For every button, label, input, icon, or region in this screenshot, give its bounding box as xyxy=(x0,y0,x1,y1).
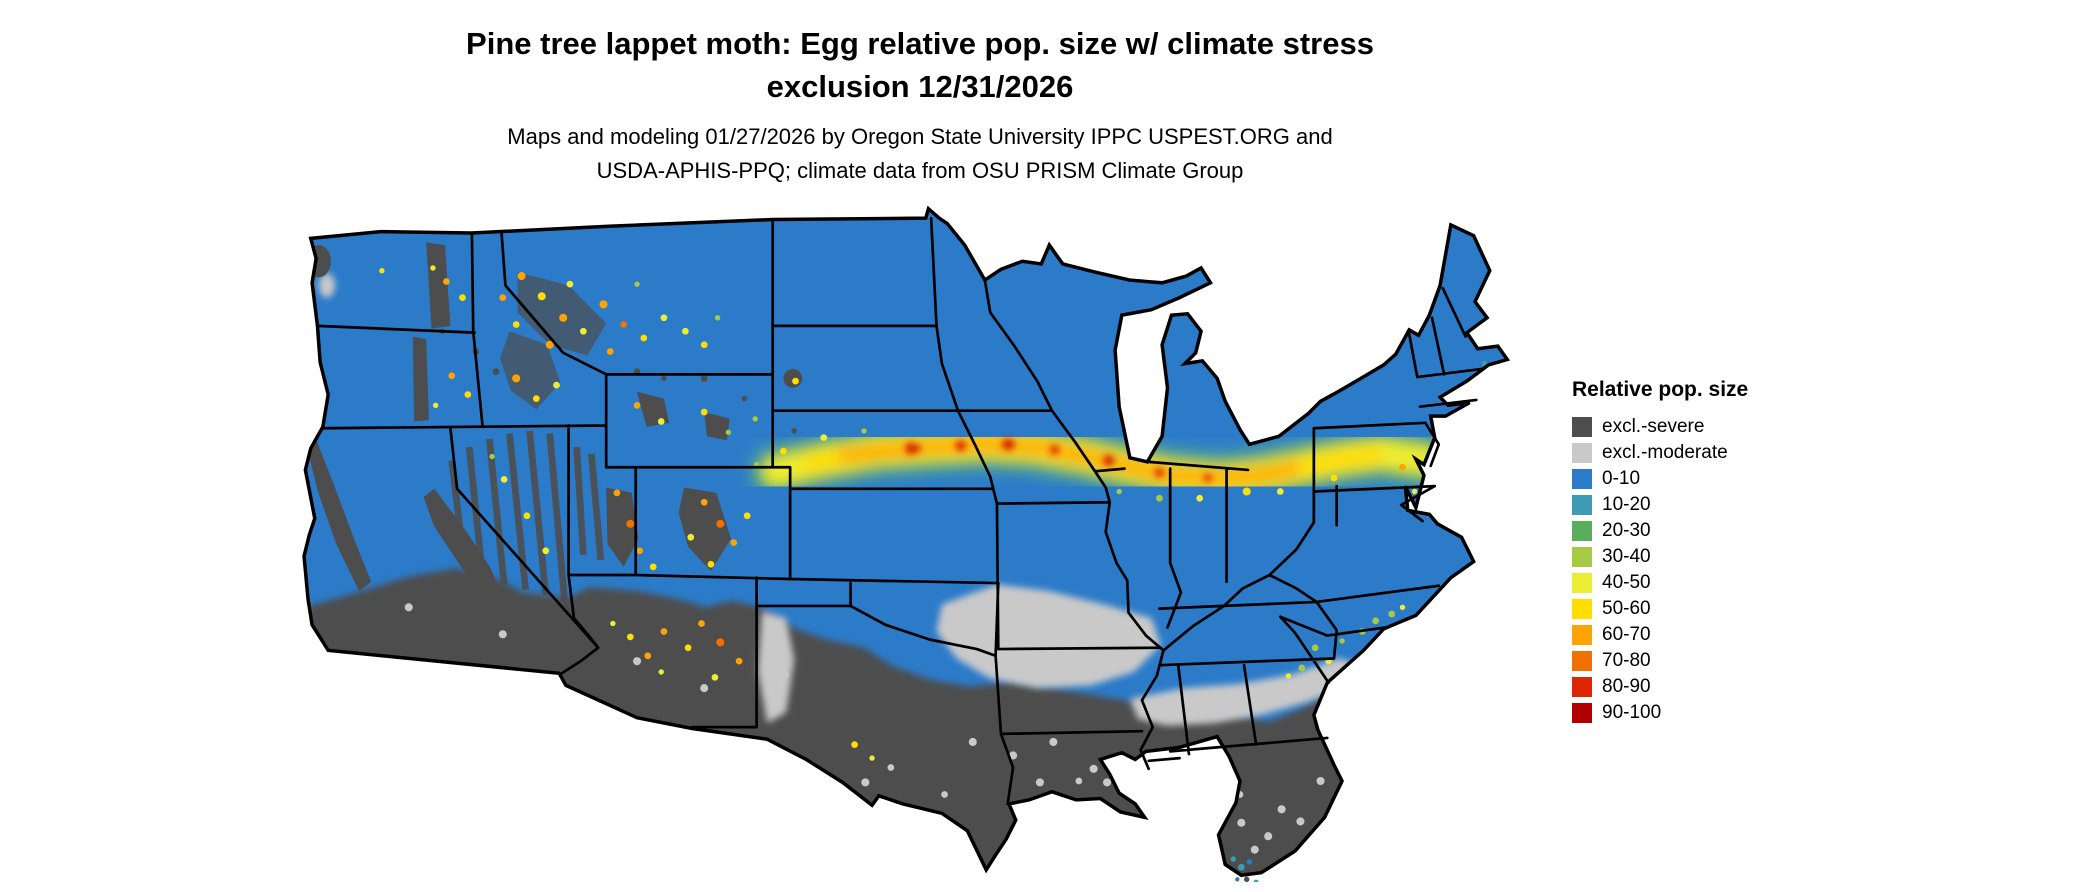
high-population-band-cores xyxy=(904,438,1212,483)
moderate-exclusion-regions xyxy=(318,273,1361,726)
legend-swatch xyxy=(1572,703,1592,723)
map-subtitle-line1: Maps and modeling 01/27/2026 by Oregon S… xyxy=(507,124,1333,149)
legend-item: 30-40 xyxy=(1572,544,1812,570)
legend: Relative pop. size excl.-severe excl.-mo… xyxy=(1572,378,1812,726)
state-boundaries xyxy=(316,216,1484,806)
legend-item: 80-90 xyxy=(1572,674,1812,700)
florida-keys xyxy=(1235,876,1259,882)
map-subtitle: Maps and modeling 01/27/2026 by Oregon S… xyxy=(120,120,1720,188)
map-title-line1: Pine tree lappet moth: Egg relative pop.… xyxy=(466,26,1374,61)
legend-item-label: 90-100 xyxy=(1602,702,1662,723)
legend-item: 50-60 xyxy=(1572,596,1812,622)
legend-item-label: 10-20 xyxy=(1602,494,1651,515)
legend-swatch xyxy=(1572,625,1592,645)
legend-item-label: 40-50 xyxy=(1602,572,1651,593)
high-population-band xyxy=(741,409,1461,515)
legend-swatch xyxy=(1572,651,1592,671)
legend-item: 0-10 xyxy=(1572,466,1812,492)
legend-items: excl.-severe excl.-moderate 0-10 10-20 2… xyxy=(1572,414,1812,726)
conus-risk-map xyxy=(300,202,1522,882)
legend-item: 60-70 xyxy=(1572,622,1812,648)
legend-item-label: 0-10 xyxy=(1602,468,1641,489)
legend-item: excl.-severe xyxy=(1572,414,1812,440)
great-basin-range-stripes xyxy=(448,430,605,601)
legend-swatch xyxy=(1572,573,1592,593)
map-subtitle-line2: USDA-APHIS-PPQ; climate data from OSU PR… xyxy=(596,158,1244,183)
legend-swatch xyxy=(1572,443,1592,463)
legend-swatch xyxy=(1572,495,1592,515)
legend-item: excl.-moderate xyxy=(1572,440,1812,466)
legend-title: Relative pop. size xyxy=(1572,378,1749,401)
legend-swatch xyxy=(1572,417,1592,437)
western-mountain-exclusion xyxy=(306,242,803,605)
legend-item: 10-20 xyxy=(1572,492,1812,518)
legend-item: 90-100 xyxy=(1572,700,1812,726)
legend-swatch xyxy=(1572,521,1592,541)
map-title-line2: exclusion 12/31/2026 xyxy=(766,69,1074,104)
legend-item-label: 60-70 xyxy=(1602,624,1651,645)
legend-item-label: 80-90 xyxy=(1602,676,1651,697)
legend-item-label: 70-80 xyxy=(1602,650,1651,671)
legend-item-label: excl.-moderate xyxy=(1602,442,1728,463)
legend-swatch xyxy=(1572,547,1592,567)
legend-item-label: 20-30 xyxy=(1602,520,1651,541)
legend-item: 20-30 xyxy=(1572,518,1812,544)
legend-swatch xyxy=(1572,677,1592,697)
conus-map-svg xyxy=(302,206,1509,882)
legend-swatch xyxy=(1572,469,1592,489)
legend-item-label: 30-40 xyxy=(1602,546,1651,567)
legend-item-label: excl.-severe xyxy=(1602,416,1705,437)
header: Pine tree lappet moth: Egg relative pop.… xyxy=(120,22,1720,188)
legend-item-label: 50-60 xyxy=(1602,598,1651,619)
legend-item: 70-80 xyxy=(1572,648,1812,674)
legend-swatch xyxy=(1572,599,1592,619)
legend-item: 40-50 xyxy=(1572,570,1812,596)
